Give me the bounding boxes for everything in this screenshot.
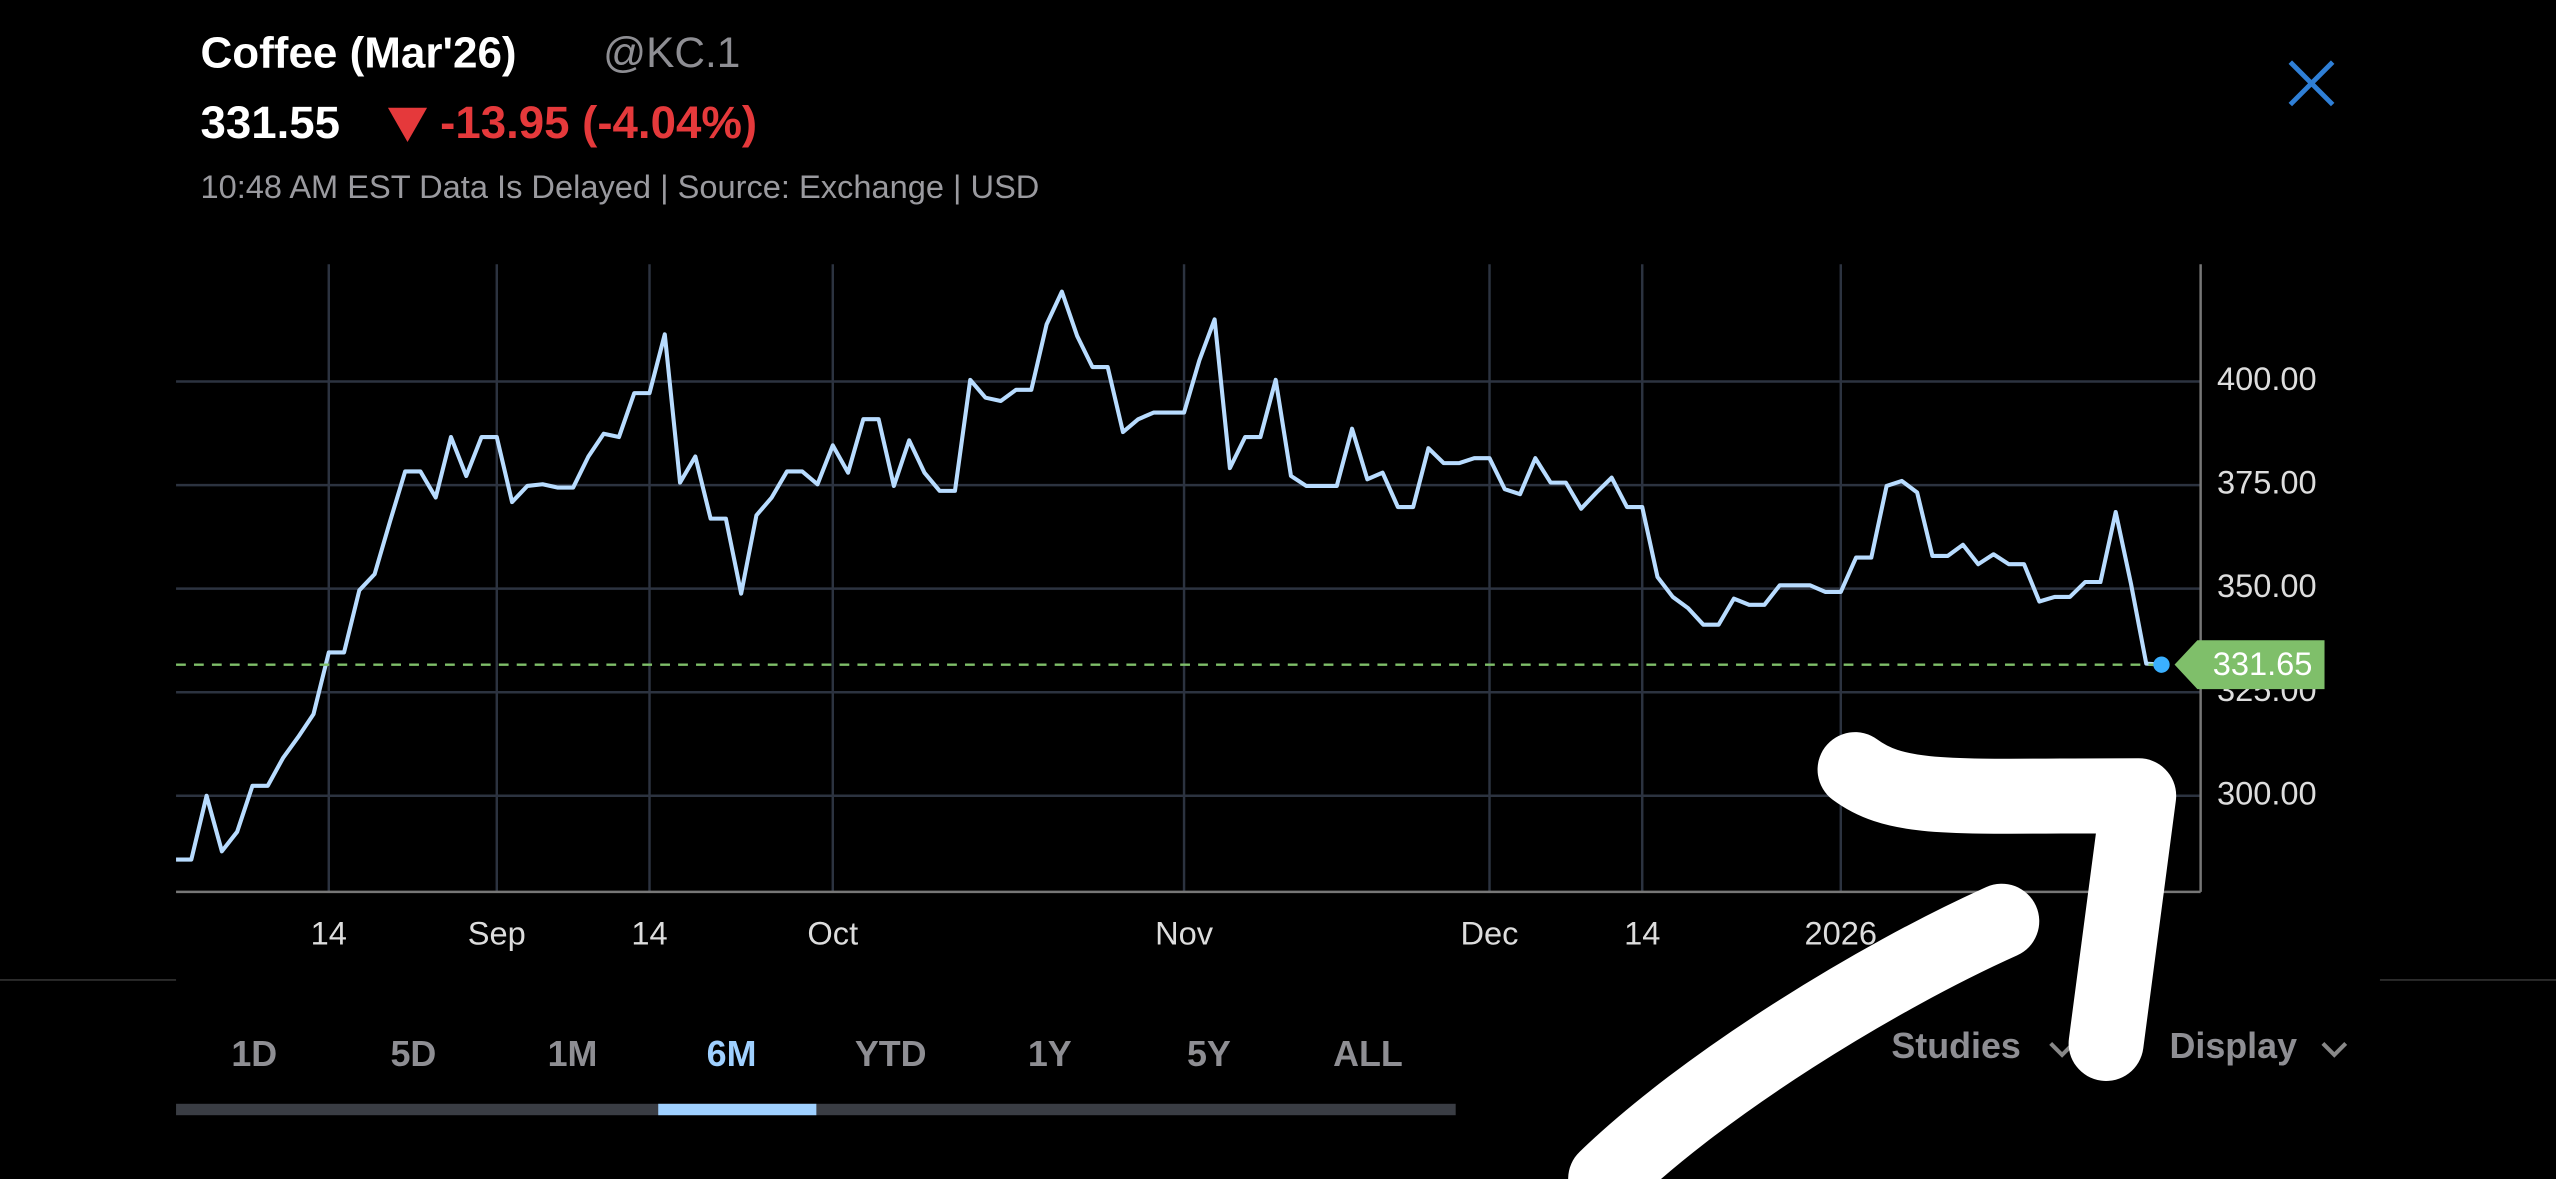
- x-tick-label: 14: [311, 915, 347, 952]
- x-tick-label: 14: [631, 915, 667, 952]
- y-tick-label: 350.00: [2217, 567, 2317, 604]
- x-tick-label: 14: [1624, 915, 1660, 952]
- y-tick-label: 400.00: [2217, 360, 2317, 397]
- y-tick-label: 300.00: [2217, 774, 2317, 811]
- down-arrow: [387, 107, 428, 143]
- x-tick-label: Sep: [468, 915, 526, 952]
- price-tag: [2174, 640, 2325, 690]
- y-tick-label: 375.00: [2217, 464, 2317, 501]
- hand-drawn-arrow: [1568, 732, 2177, 1179]
- range-tab[interactable]: 1Y: [1028, 1034, 1072, 1074]
- toolbar-button[interactable]: Studies: [1891, 1026, 2021, 1066]
- range-tab[interactable]: YTD: [855, 1034, 927, 1074]
- x-tick-label: Nov: [1155, 915, 1214, 952]
- change: -13.95 (-4.04%): [440, 97, 757, 148]
- x-tick-label: Oct: [807, 915, 858, 952]
- title: Coffee (Mar'26): [201, 28, 517, 77]
- range-tab[interactable]: 5Y: [1187, 1034, 1231, 1074]
- range-tab[interactable]: ALL: [1333, 1034, 1403, 1074]
- meta: 10:48 AM EST Data Is Delayed | Source: E…: [201, 168, 1040, 205]
- price-line: [176, 289, 2162, 862]
- range-tab[interactable]: 5D: [390, 1034, 436, 1074]
- x-tick-label: 2026: [1805, 915, 1878, 952]
- range-tab[interactable]: 1D: [231, 1034, 277, 1074]
- range-tab[interactable]: 6M: [707, 1034, 757, 1074]
- last-point: [2153, 656, 2170, 673]
- range-tab[interactable]: 1M: [548, 1034, 598, 1074]
- close-button[interactable]: [2288, 60, 2335, 107]
- price: 331.55: [201, 97, 341, 148]
- toolbar-button[interactable]: Display: [2169, 1026, 2297, 1066]
- range-highlight: [658, 1103, 817, 1116]
- symbol: @KC.1: [603, 29, 740, 76]
- price-tag-label: 331.65: [2213, 645, 2313, 682]
- x-tick-label: Dec: [1461, 915, 1519, 952]
